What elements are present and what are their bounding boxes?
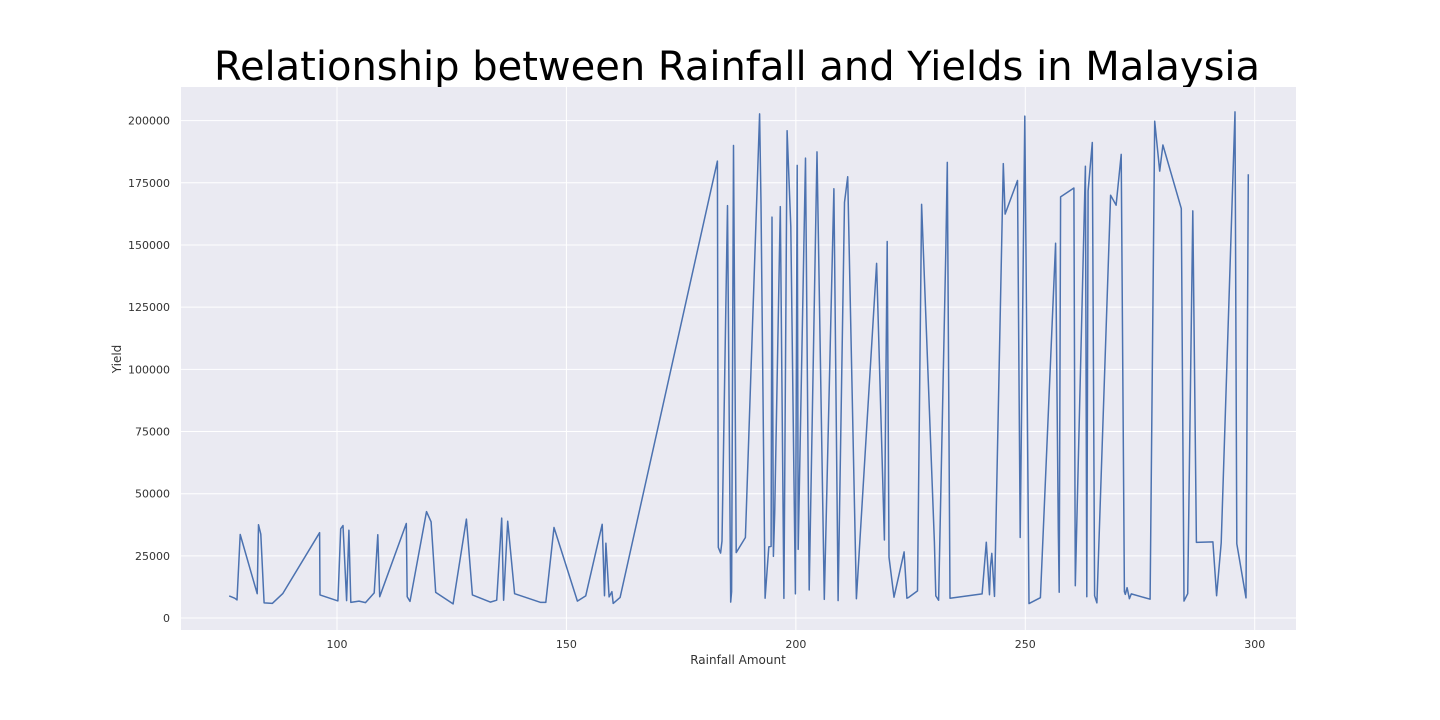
y-axis-ticks: 0 25000 50000 75000 100000 125000 150000 175000… — [128, 115, 170, 625]
y-tick-label: 0 — [163, 612, 170, 625]
series-line — [228, 111, 1250, 605]
y-axis-label: Yield — [110, 345, 124, 375]
y-tick-label: 50000 — [135, 488, 170, 501]
y-tick-label: 200000 — [128, 115, 170, 128]
y-tick-label: 75000 — [135, 426, 170, 439]
x-axis-ticks: 100 150 200 250 300 — [327, 638, 1266, 651]
chart-title: Relationship between Rainfall and Yields… — [214, 44, 1260, 90]
grid — [181, 87, 1296, 630]
plot-area — [181, 87, 1296, 630]
x-tick-label: 200 — [785, 638, 806, 651]
x-axis-label: Rainfall Amount — [690, 653, 786, 667]
y-tick-label: 25000 — [135, 550, 170, 563]
x-tick-label: 150 — [556, 638, 577, 651]
series-group — [228, 111, 1250, 605]
y-tick-label: 125000 — [128, 301, 170, 314]
y-tick-label: 150000 — [128, 239, 170, 252]
x-tick-label: 100 — [327, 638, 348, 651]
x-tick-label: 250 — [1015, 638, 1036, 651]
y-tick-label: 175000 — [128, 177, 170, 190]
x-tick-label: 300 — [1244, 638, 1265, 651]
y-tick-label: 100000 — [128, 363, 170, 376]
